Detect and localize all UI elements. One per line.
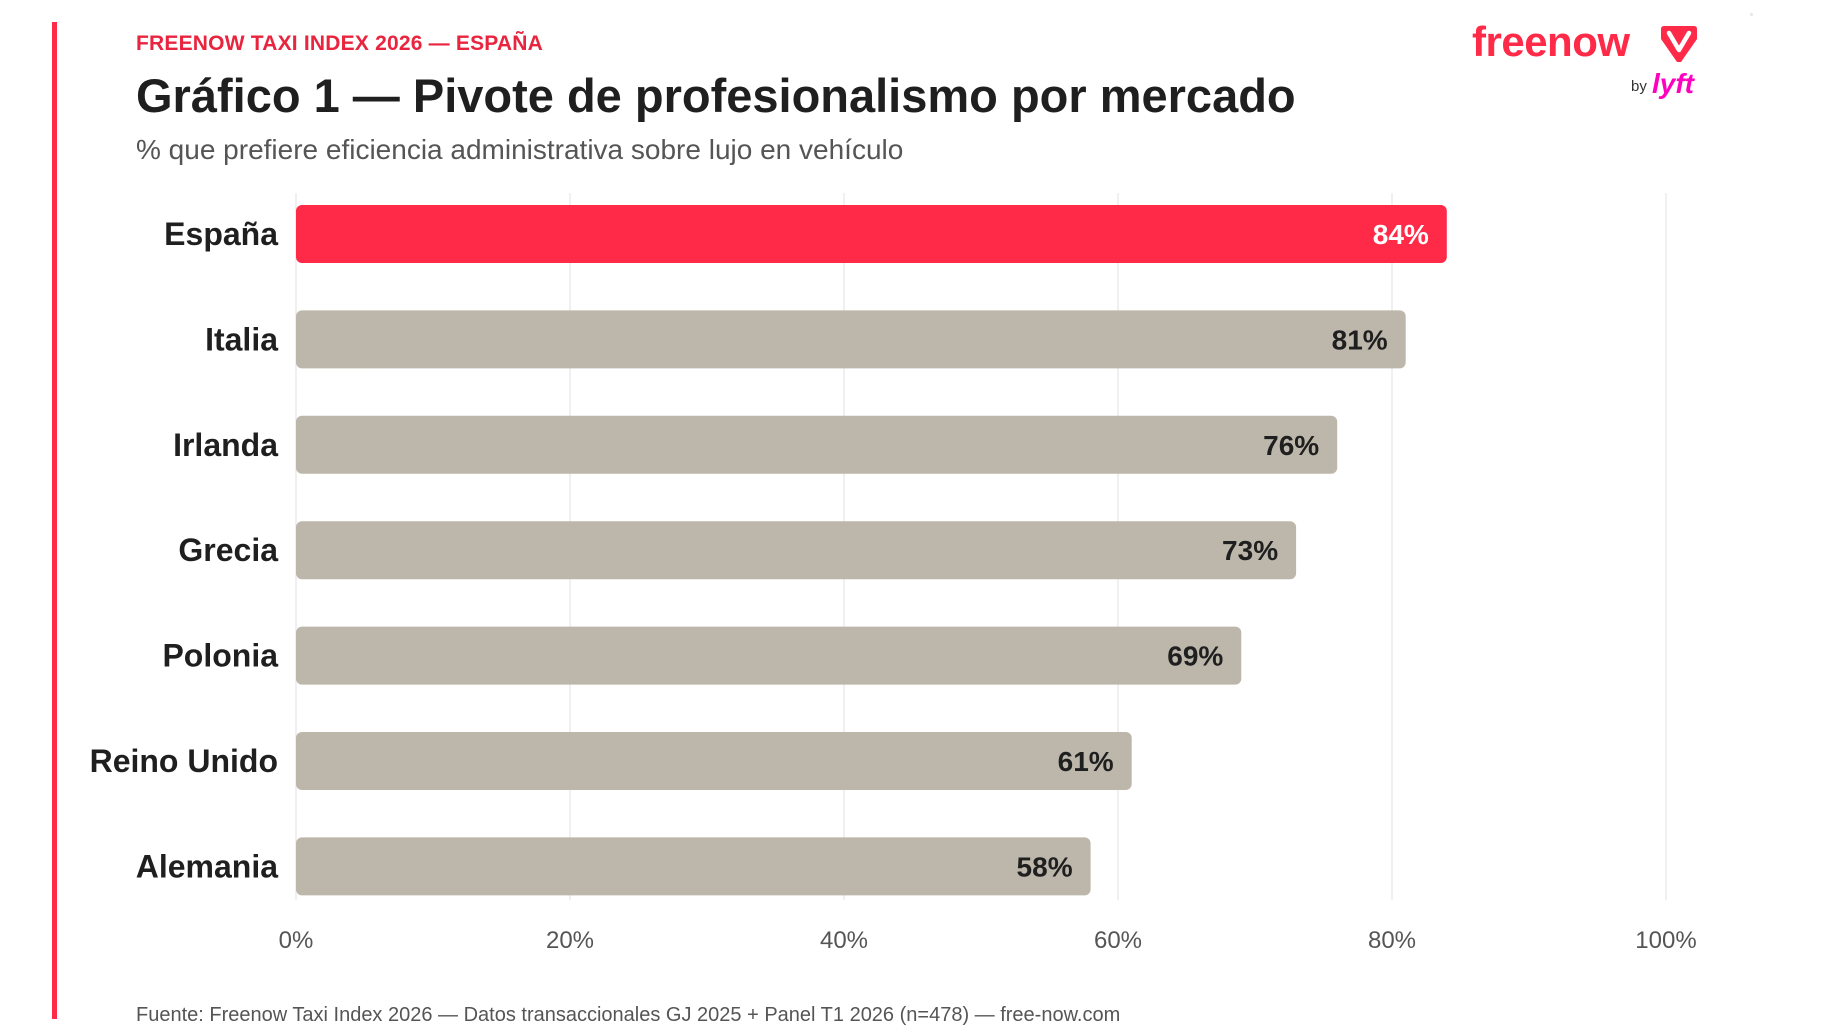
bar-españa — [296, 205, 1447, 263]
value-label: 81% — [1332, 324, 1388, 355]
category-label: Grecia — [178, 532, 278, 568]
x-tick-label: 80% — [1368, 927, 1416, 954]
category-label: Irlanda — [173, 427, 278, 463]
category-label: Reino Unido — [90, 743, 278, 779]
x-tick-label: 60% — [1094, 927, 1142, 954]
value-label: 58% — [1017, 851, 1073, 882]
chart-title: Gráfico 1 — Pivote de profesionalismo po… — [136, 69, 1296, 122]
value-label: 69% — [1167, 641, 1223, 672]
bar-grecia — [296, 521, 1297, 580]
bar-irlanda — [296, 415, 1338, 474]
bar-alemania — [296, 837, 1091, 896]
value-label: 61% — [1058, 746, 1114, 777]
value-label: 84% — [1373, 219, 1429, 250]
bar-reino-unido — [296, 732, 1132, 790]
lyft-wordmark: lyft — [1652, 68, 1694, 99]
x-tick-label: 20% — [546, 927, 594, 954]
value-label: 73% — [1222, 535, 1278, 566]
value-label: 76% — [1263, 430, 1319, 461]
chart-subtitle: % que prefiere eficiencia administrativa… — [136, 134, 904, 165]
source-note: Fuente: Freenow Taxi Index 2026 — Datos … — [136, 1004, 1121, 1026]
freenow-brand-logo: freenow by lyft — [1460, 18, 1710, 103]
accent-rule — [52, 22, 57, 1019]
bar-chart: 0% 20% 40% 60% 80% 100% España 84% Italia 81% Irla… — [90, 193, 1697, 954]
corner-dot — [1750, 13, 1753, 16]
freenow-logo-icon — [1661, 26, 1697, 62]
bar-italia — [296, 310, 1406, 369]
x-tick-label: 100% — [1635, 927, 1696, 954]
x-tick-label: 0% — [279, 927, 314, 954]
category-label: España — [164, 216, 278, 252]
category-label: Polonia — [162, 638, 278, 674]
category-label: Alemania — [136, 848, 278, 884]
category-label: Italia — [205, 321, 278, 357]
brand-by-label: by — [1631, 78, 1647, 95]
freenow-wordmark: freenow — [1472, 18, 1630, 65]
x-tick-label: 40% — [820, 927, 868, 954]
bar-polonia — [296, 626, 1242, 685]
report-kicker: FREENOW TAXI INDEX 2026 — ESPAÑA — [136, 32, 544, 55]
